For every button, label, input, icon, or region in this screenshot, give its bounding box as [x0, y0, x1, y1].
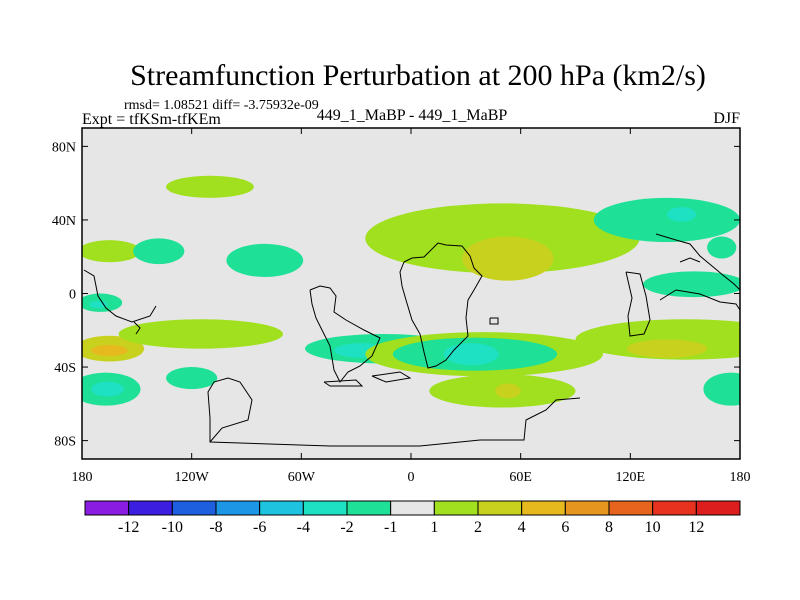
anomaly-region [166, 367, 218, 390]
y-tick-label: 80N [52, 140, 76, 155]
anomaly-region [443, 343, 499, 366]
colorbar-label: 1 [430, 519, 438, 536]
australia-coast [659, 289, 740, 311]
island-coast-4 [489, 317, 499, 325]
colorbar-swatch [433, 500, 479, 516]
anomaly-fields [82, 175, 740, 408]
anomaly-region [462, 236, 554, 281]
stats-label: rmsd= 1.08521 diff= -3.75932e-09 [124, 98, 319, 113]
anomaly-region [643, 271, 740, 298]
chart-title: Streamfunction Perturbation at 200 hPa (… [130, 59, 706, 92]
colorbar-label: -8 [209, 519, 222, 536]
colorbar-swatch [608, 500, 654, 516]
axes: 180 120W 60W 0 60E 120E 180 80N 40N 0 40S 80S [52, 128, 751, 485]
colorbar-swatch [564, 500, 610, 516]
colorbar-label: -2 [340, 519, 353, 536]
colorbar-swatch [390, 500, 435, 516]
anomaly-region [226, 243, 304, 277]
anomaly-region [91, 344, 128, 357]
x-tick-label: 120W [175, 470, 210, 485]
colorbar-label: 2 [474, 519, 482, 536]
colorbar-label: 6 [561, 519, 569, 536]
colorbar-label: -4 [297, 519, 310, 536]
experiment-label: Expt = tfKSm-tfKEm [82, 111, 221, 128]
island-coast-2 [371, 371, 412, 383]
coastlines [83, 233, 740, 447]
x-tick-label: 180 [730, 470, 751, 485]
plot-area [82, 128, 740, 459]
anomaly-region [666, 207, 697, 222]
colorbar-swatch [259, 500, 304, 516]
x-tick-label: 180 [72, 470, 93, 485]
x-tick-label: 120E [616, 470, 646, 485]
colorbar-swatch [215, 500, 261, 516]
center-label: 449_1_MaBP - 449_1_MaBP [317, 107, 508, 124]
colorbar-label: -1 [384, 519, 397, 536]
anomaly-region [626, 339, 708, 358]
anomaly-region [118, 319, 284, 349]
x-tick-label: 0 [408, 470, 415, 485]
colorbar-swatch [346, 500, 392, 516]
colorbar-swatch [652, 500, 697, 516]
season-label: DJF [713, 110, 740, 127]
colorbar-label: -6 [253, 519, 266, 536]
colorbar-swatch [84, 500, 130, 516]
anomaly-region [133, 238, 185, 265]
anomaly-region [166, 175, 254, 198]
colorbar: -12 -10 -8 -6 -4 -2 -1 1 2 4 6 8 10 12 [84, 500, 741, 536]
colorbar-label: 10 [645, 519, 661, 536]
y-tick-label: 40N [52, 214, 76, 229]
colorbar-swatch [128, 500, 173, 516]
y-tick-label: 80S [54, 435, 76, 450]
plot-background [82, 128, 740, 459]
colorbar-label: 4 [518, 519, 526, 536]
x-tick-label: 60W [288, 470, 316, 485]
y-tick-label: 40S [54, 361, 76, 376]
south-america-coast [309, 285, 381, 383]
north-america-coast [83, 269, 157, 323]
island-coast [323, 379, 364, 387]
colorbar-label: 12 [688, 519, 704, 536]
anomaly-region [82, 240, 141, 263]
colorbar-label: -12 [118, 519, 139, 536]
colorbar-swatch [695, 500, 741, 516]
y-tick-label: 0 [69, 288, 76, 303]
anomaly-region [593, 197, 740, 243]
colorbar-label: -10 [162, 519, 183, 536]
colorbar-label: 8 [605, 519, 613, 536]
east-asia-coast [655, 233, 740, 291]
colorbar-swatch [521, 500, 566, 516]
antarctica-coast [207, 377, 581, 447]
colorbar-swatch [302, 500, 348, 516]
anomaly-region [707, 236, 737, 259]
island-coast-5 [679, 257, 701, 263]
anomaly-region [703, 372, 740, 406]
anomaly-region [91, 381, 125, 397]
colorbar-swatch [171, 500, 217, 516]
africa-coast [399, 242, 483, 369]
island-coast-3 [133, 321, 141, 335]
x-tick-label: 60E [509, 470, 532, 485]
colorbar-swatch [477, 500, 523, 516]
asia-coast [625, 271, 651, 337]
anomaly-region [495, 383, 521, 399]
